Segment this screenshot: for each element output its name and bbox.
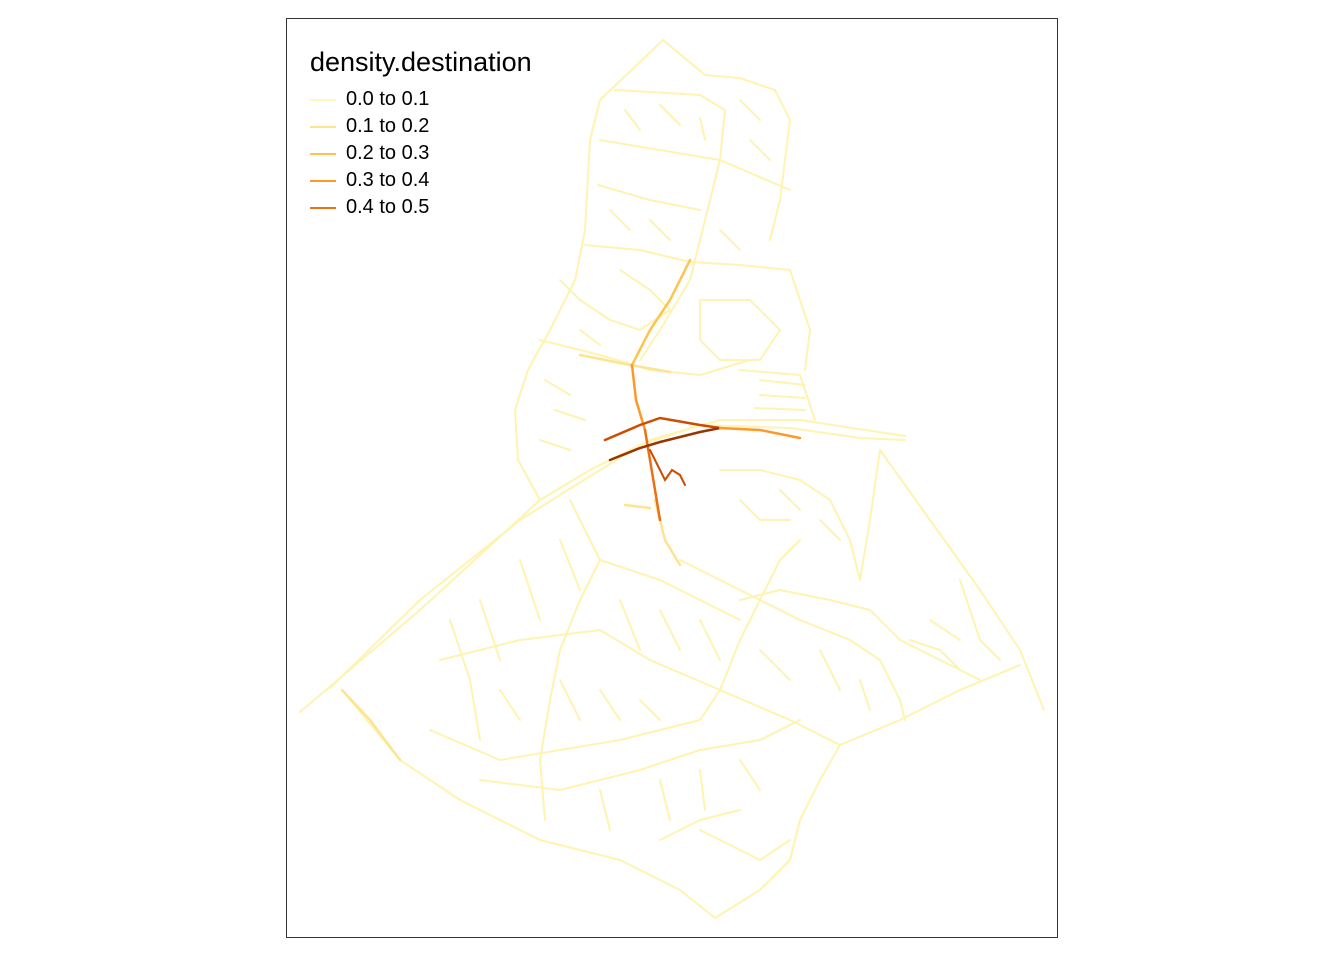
road <box>514 39 664 501</box>
road <box>614 89 726 361</box>
map-frame <box>286 18 1058 938</box>
road <box>340 688 402 762</box>
road <box>597 184 701 211</box>
road <box>429 689 721 761</box>
road <box>579 269 671 331</box>
road <box>739 589 981 681</box>
road <box>699 299 781 361</box>
road <box>739 489 841 541</box>
legend-label: 0.4 to 0.5 <box>346 196 430 218</box>
roads-high-density <box>603 258 802 522</box>
road <box>329 419 906 689</box>
road <box>649 449 686 486</box>
road <box>608 426 722 462</box>
road <box>662 39 791 241</box>
legend-item: 0.4 to 0.5 <box>310 194 532 221</box>
road <box>578 353 672 374</box>
road <box>879 449 1045 711</box>
legend-swatch <box>310 98 336 101</box>
road <box>719 539 801 691</box>
road <box>439 629 841 746</box>
road <box>499 679 661 721</box>
road <box>623 503 652 510</box>
road <box>624 99 771 161</box>
legend-swatch <box>310 152 336 155</box>
road <box>679 559 906 721</box>
road <box>599 759 761 831</box>
legend-swatch <box>310 206 336 209</box>
road <box>859 449 881 581</box>
legend-label: 0.1 to 0.2 <box>346 115 430 137</box>
road <box>539 209 741 451</box>
legend-item: 0.1 to 0.2 <box>310 113 532 140</box>
roads-low-density <box>299 39 1045 919</box>
road <box>719 469 861 581</box>
road <box>754 379 806 411</box>
legend-item: 0.2 to 0.3 <box>310 140 532 167</box>
legend-label: 0.0 to 0.1 <box>346 88 430 110</box>
legend-label: 0.2 to 0.3 <box>346 142 430 164</box>
legend-item: 0.3 to 0.4 <box>310 167 532 194</box>
legend-title: density.destination <box>310 47 532 77</box>
road <box>739 369 816 421</box>
road <box>539 339 751 376</box>
legend-label: 0.3 to 0.4 <box>346 169 430 191</box>
road <box>479 719 801 791</box>
road <box>584 244 811 371</box>
road <box>699 829 791 861</box>
legend-swatch <box>310 125 336 128</box>
legend-swatch <box>310 179 336 182</box>
road <box>341 664 1021 919</box>
road <box>630 258 692 367</box>
road <box>909 579 1001 671</box>
road <box>599 139 791 191</box>
roads-medium-density <box>340 353 682 762</box>
legend-item: 0.0 to 0.1 <box>310 86 532 113</box>
road <box>630 363 647 432</box>
road <box>539 499 601 821</box>
road <box>718 426 802 440</box>
road <box>449 539 581 741</box>
road <box>659 809 741 841</box>
road <box>603 416 722 442</box>
map-legend: density.destination 0.0 to 0.1 0.1 to 0.… <box>310 46 532 221</box>
road <box>619 599 871 711</box>
road <box>599 559 741 621</box>
